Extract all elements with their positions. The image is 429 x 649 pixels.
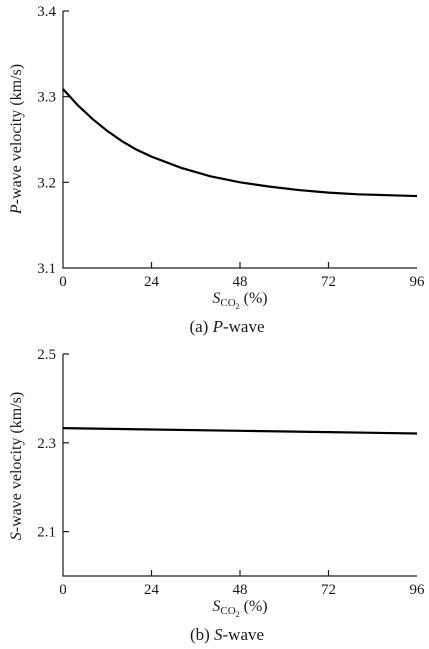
panel-a-x-tick-label-96: 96 — [410, 274, 426, 290]
panel-b-caption: (b) S-wave — [190, 625, 264, 644]
panel-a-caption: (a) P-wave — [189, 317, 264, 336]
panel-a-y-label-rest: -wave velocity (km/s) — [8, 64, 25, 204]
panel-a-x-label-sub: CO — [220, 297, 235, 309]
panel-b-ticks — [63, 353, 330, 576]
panel-b-tick-labels: 0 24 48 72 96 2.1 2.3 2.5 — [37, 347, 425, 598]
panel-a-x-tick-label-0: 0 — [59, 274, 67, 290]
panel-a-caption-prefix: (a) — [189, 317, 212, 336]
panel-b-caption-rest: -wave — [223, 625, 265, 644]
panel-b-velocity-curve — [62, 427, 418, 435]
panel-b-x-tick-label-96: 96 — [410, 582, 426, 598]
panel-b-x-tick-label-48: 48 — [233, 582, 248, 598]
panel-a-y-tick-label-3-4: 3.4 — [37, 4, 56, 20]
panel-b-x-tick-label-24: 24 — [144, 582, 160, 598]
panel-a-x-tick-label-72: 72 — [321, 274, 336, 290]
panel-a-ticks — [63, 10, 330, 268]
panel-a-y-label-italic: P — [8, 204, 25, 215]
panel-b-x-tick-label-0: 0 — [59, 582, 67, 598]
panel-b-axes — [62, 354, 417, 577]
panel-b-x-label-sub: CO — [220, 605, 235, 617]
panel-b-y-tick-label-2-1: 2.1 — [37, 525, 56, 541]
panel-a-y-tick-label-3-3: 3.3 — [37, 90, 56, 106]
panel-b-x-label-rest: (%) — [240, 598, 268, 615]
panel-a-caption-italic: P — [212, 317, 223, 336]
panel-a-axes — [62, 11, 417, 269]
panel-a-y-tick-label-3-1: 3.1 — [37, 261, 56, 277]
panel-b-y-label-italic: S — [8, 532, 25, 540]
panel-a: 0 24 48 72 963.13.23.33.4 P-wave velocity (k… — [8, 4, 425, 336]
panel-a-velocity-curve — [62, 88, 418, 198]
panel-b-caption-italic: S — [214, 625, 223, 644]
panel-a-x-label-italic: S — [212, 290, 220, 307]
panel-a-y-tick-label-3-2: 3.2 — [37, 175, 56, 191]
panel-a-caption-rest: -wave — [223, 317, 265, 336]
panel-a-x-label-subsub: 2 — [236, 302, 240, 311]
panel-b-y-label-rest: -wave velocity (km/s) — [8, 392, 25, 532]
panel-b-x-label-subsub: 2 — [236, 610, 240, 619]
panel-b-y-label: S-wave velocity (km/s) — [8, 392, 25, 540]
panel-a-x-label-rest: (%) — [240, 290, 268, 307]
panel-a-x-tick-label-24: 24 — [144, 274, 160, 290]
panel-b-x-tick-label-72: 72 — [321, 582, 336, 598]
panel-b-x-label: SCO2 (%) — [212, 598, 267, 619]
panel-b-x-label-italic: S — [212, 598, 220, 615]
panel-a-tick-labels: 0 24 48 72 96 3.1 3.2 3.3 3.4 — [37, 4, 425, 290]
panel-b-y-tick-label-2-5: 2.5 — [37, 347, 56, 363]
panel-b: 0 24 48 72 962.12.32.5 S-wave velocity (km/s… — [8, 347, 425, 644]
panel-a-x-label: SCO2 (%) — [212, 290, 267, 311]
panel-b-y-tick-label-2-3: 2.3 — [37, 436, 56, 452]
panel-b-caption-prefix: (b) — [190, 625, 214, 644]
panel-a-x-tick-label-48: 48 — [233, 274, 248, 290]
panel-a-y-label: P-wave velocity (km/s) — [8, 64, 25, 215]
